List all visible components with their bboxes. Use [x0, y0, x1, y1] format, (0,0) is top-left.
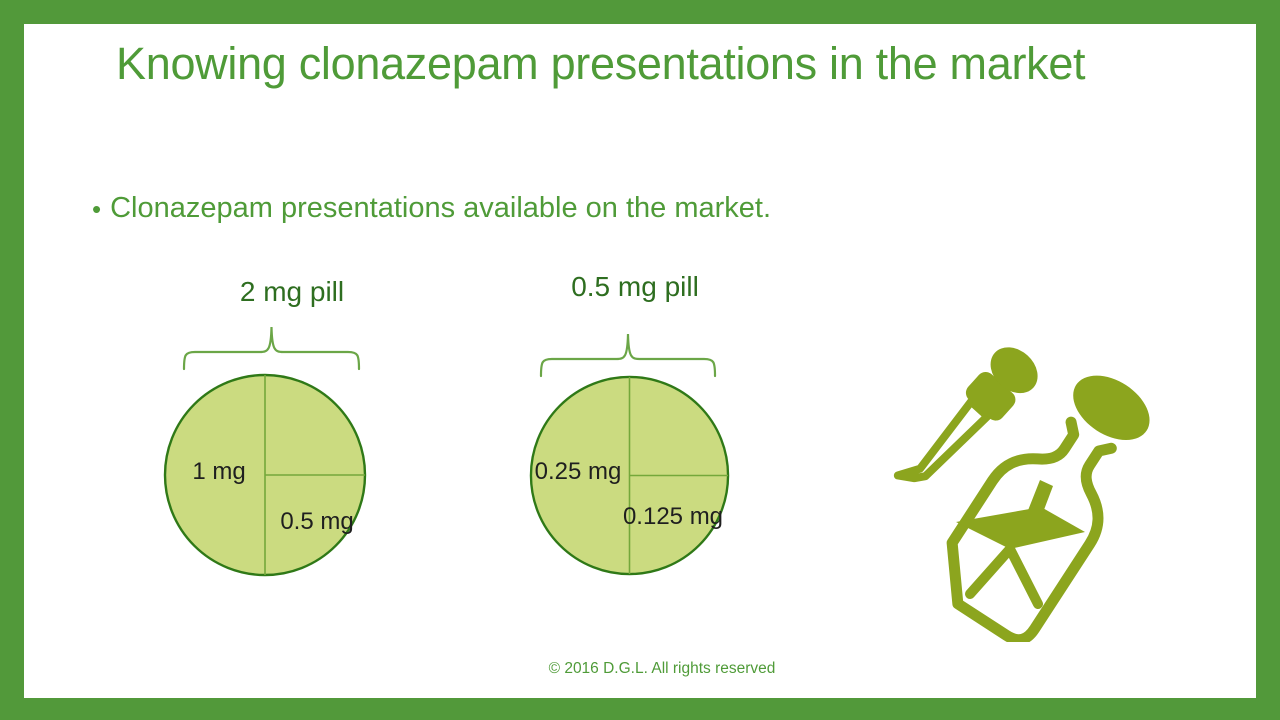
- bullet-text: Clonazepam presentations available on th…: [110, 192, 772, 224]
- segment-label-half: 1 mg: [192, 458, 246, 485]
- bottle-inner-edges: [965, 544, 1043, 609]
- overbrace-2mg: [182, 326, 361, 371]
- pill-circle-05mg: [529, 375, 730, 576]
- liquid-spike: [1025, 480, 1053, 523]
- dropper-bottle-icon-svg: [893, 347, 1150, 646]
- pill-figure-2mg-label: 2 mg pill: [239, 276, 345, 307]
- bullet-line: • Clonazepam presentations available on …: [92, 192, 1092, 226]
- pill-figure-05mg-label: 0.5 mg pill: [571, 271, 699, 302]
- slide-title: Knowing clonazepam presentations in the …: [116, 38, 1086, 89]
- liquid-surface: [956, 507, 1085, 549]
- segment-label-quarter: 0.125 mg: [622, 503, 724, 530]
- dropper-icon: [893, 347, 1038, 483]
- copyright-footer: © 2016 D.G.L. All rights reserved: [548, 660, 776, 677]
- bullet-marker: •: [92, 194, 102, 224]
- bottle-icon: [946, 375, 1150, 646]
- segment-label-half: 0.25 mg: [534, 458, 622, 485]
- overbrace-05mg: [539, 333, 717, 378]
- pill-diagram-05mg: 0.25 mg 0.125 mg: [528, 374, 731, 577]
- pill-diagram-2mg: 1 mg 0.5 mg: [162, 372, 368, 578]
- dropper-bottle-icon: [878, 342, 1164, 646]
- segment-label-quarter: 0.5 mg: [280, 508, 354, 535]
- pill-circle-2mg: [163, 373, 367, 577]
